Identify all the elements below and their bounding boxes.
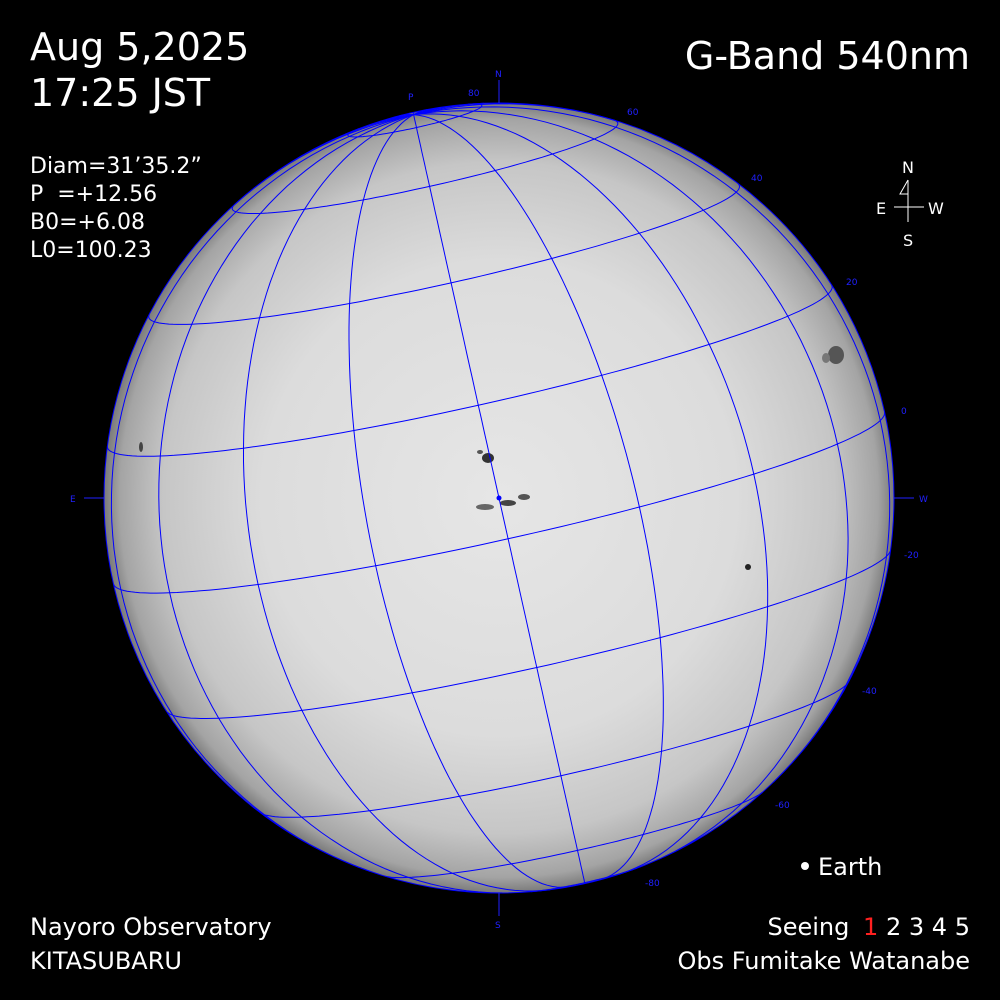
lat-tick-m80: -80: [645, 879, 660, 889]
observation-date: Aug 5,2025: [30, 25, 250, 69]
compass-west: W: [928, 199, 944, 218]
observation-time: 17:25 JST: [30, 71, 211, 115]
sunspot: [482, 453, 494, 463]
p-angle-value: P =+12.56: [30, 182, 158, 207]
sunspot: [139, 442, 143, 452]
seeing-scale: Seeing 1 2 3 4 5: [768, 912, 971, 942]
south-label: S: [495, 921, 501, 931]
longitude-line: [413, 114, 586, 884]
longitude-line: [243, 114, 551, 892]
east-label: E: [70, 495, 76, 505]
compass-rose: [894, 179, 924, 222]
longitude-line: [413, 113, 769, 875]
seeing-value-4: 4: [931, 913, 948, 941]
sunspot: [828, 346, 844, 364]
lat-tick-0: 0: [901, 407, 907, 417]
north-label: N: [495, 70, 502, 80]
disk-center-dot: [496, 495, 502, 501]
seeing-value-5: 5: [954, 913, 970, 941]
longitude-line: [413, 106, 891, 783]
seeing-value-2: 2: [885, 913, 902, 941]
lat-tick-80: 80: [468, 89, 480, 99]
lat-tick-m40: -40: [862, 687, 877, 697]
longitude-line: [110, 114, 414, 873]
seeing-label: Seeing: [767, 913, 850, 941]
compass-south: S: [903, 231, 913, 250]
observer-name: Obs Fumitake Watanabe: [677, 947, 971, 975]
band-title: G-Band 540nm: [684, 34, 970, 78]
lat-tick-m20: -20: [904, 551, 919, 561]
sunspot: [477, 450, 483, 454]
compass-east: E: [876, 199, 886, 218]
b0-value: B0=+6.08: [30, 210, 145, 235]
sunspots: [139, 346, 844, 570]
telescope-name: KITASUBARU: [30, 947, 182, 975]
earth-legend-label: Earth: [818, 853, 883, 881]
longitude-line: [348, 114, 567, 888]
sunspot: [500, 500, 516, 506]
lat-tick-60: 60: [627, 108, 639, 118]
longitude-line: [413, 114, 664, 880]
west-label: W: [919, 495, 928, 505]
lat-tick-20: 20: [846, 278, 858, 288]
pole-label: P: [408, 93, 414, 103]
seeing-value-3: 3: [908, 913, 925, 941]
sunspot: [745, 564, 751, 570]
lat-tick-m60: -60: [775, 801, 790, 811]
observatory-name: Nayoro Observatory: [30, 913, 272, 941]
l0-value: L0=100.23: [30, 238, 152, 263]
sunspot: [822, 353, 830, 363]
longitude-line: [413, 110, 849, 858]
diameter-value: Diam=31’35.2”: [30, 154, 202, 179]
lat-tick-40: 40: [751, 174, 763, 184]
seeing-value-1: 1: [863, 913, 879, 941]
longitude-line: [158, 114, 503, 894]
compass-north: N: [902, 158, 914, 177]
sunspot: [518, 494, 530, 500]
earth-marker-icon: [801, 862, 809, 870]
sunspot: [476, 504, 494, 510]
